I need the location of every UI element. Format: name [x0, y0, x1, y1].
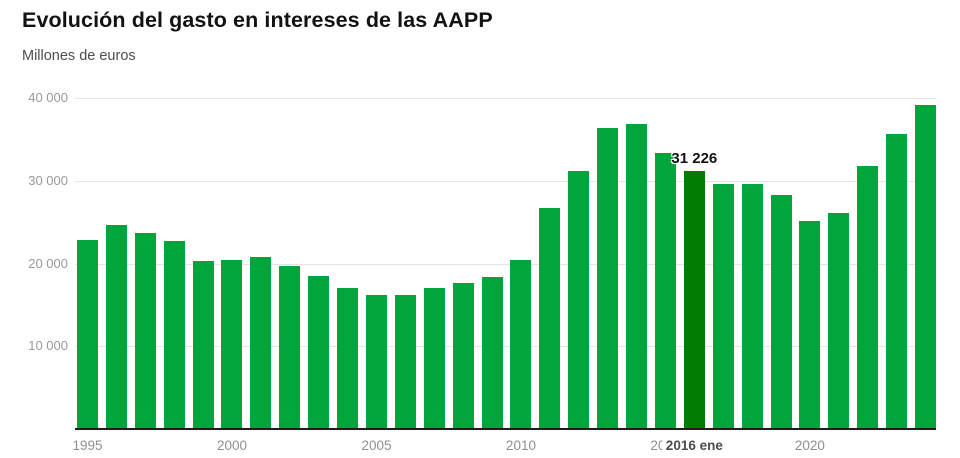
- plot-area: 31 226: [75, 98, 936, 429]
- bar-2007[interactable]: [423, 288, 445, 429]
- gridline-10000: [75, 346, 936, 348]
- y-tick-label-40000: 40 000: [28, 90, 68, 105]
- bar-2013[interactable]: [597, 127, 619, 429]
- y-tick-label-10000: 10 000: [28, 338, 68, 354]
- bar-2008[interactable]: [452, 283, 474, 429]
- bar-2006[interactable]: [394, 294, 416, 429]
- bar-2012[interactable]: [568, 170, 590, 429]
- bar-2000[interactable]: [221, 260, 243, 429]
- bar-1995[interactable]: [77, 239, 98, 429]
- bar-1997[interactable]: [134, 232, 156, 429]
- x-tick-label-2005: 2005: [361, 438, 392, 453]
- gridline-30000: [75, 180, 936, 182]
- bar-2023[interactable]: [886, 133, 908, 429]
- bar-2020[interactable]: [799, 220, 821, 429]
- highlight-value-label: 31 226: [671, 149, 718, 167]
- bar-2014[interactable]: [626, 123, 648, 429]
- bar-2003[interactable]: [308, 275, 330, 429]
- x-axis: 1995200020052010201520202016 ene: [72, 436, 936, 456]
- gridline-20000: [75, 263, 936, 265]
- bar-2011[interactable]: [539, 208, 561, 429]
- chart-title: Evolución del gasto en intereses de las …: [22, 8, 493, 32]
- bar-2024[interactable]: [915, 105, 936, 429]
- x-tick-label-2020: 2020: [794, 438, 825, 453]
- bar-2001[interactable]: [250, 256, 272, 429]
- x-tick-label-highlight: 2016 ene: [662, 438, 726, 453]
- bar-2018[interactable]: [741, 184, 763, 429]
- bar-2009[interactable]: [481, 276, 503, 429]
- bar-2016[interactable]: [683, 170, 705, 429]
- chart-subtitle: Millones de euros: [22, 48, 136, 64]
- bar-2005[interactable]: [365, 294, 387, 429]
- bar-2015[interactable]: [654, 152, 676, 429]
- bar-2004[interactable]: [337, 288, 359, 429]
- bar-2010[interactable]: [510, 260, 532, 429]
- bar-1999[interactable]: [192, 261, 214, 429]
- x-tick-label-2000: 2000: [216, 438, 248, 453]
- bar-2002[interactable]: [279, 266, 301, 429]
- x-axis-line: [75, 428, 936, 430]
- bar-2019[interactable]: [770, 194, 792, 429]
- bar-2017[interactable]: [712, 184, 734, 429]
- bar-1996[interactable]: [105, 224, 127, 429]
- bar-2022[interactable]: [857, 165, 879, 429]
- x-tick-label-2010: 2010: [505, 438, 536, 453]
- bar-2021[interactable]: [828, 213, 850, 429]
- y-tick-label-20000: 20 000: [28, 255, 68, 271]
- gridline-40000: [75, 98, 936, 99]
- y-axis: 40 000 30 000 20 000 10 000: [0, 90, 68, 429]
- bar-1998[interactable]: [163, 241, 185, 429]
- y-tick-label-30000: 30 000: [28, 172, 68, 188]
- x-tick-label-1995: 1995: [72, 438, 103, 453]
